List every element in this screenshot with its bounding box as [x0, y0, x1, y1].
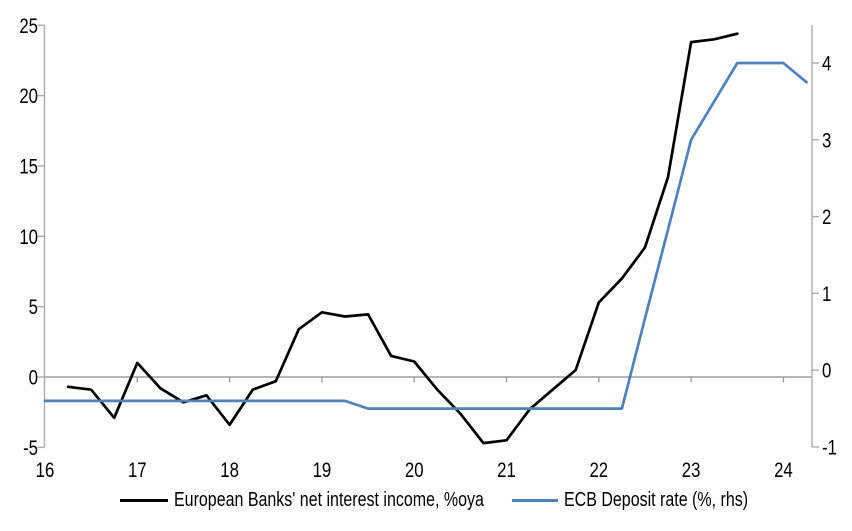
- x-axis-label-text: 24: [774, 459, 793, 482]
- y-axis-left-label: 25: [19, 15, 38, 38]
- x-axis-label-text: 20: [405, 459, 424, 482]
- y-axis-right-label: 4: [822, 53, 832, 76]
- legend-item-ecb-deposit-rate: ECB Deposit rate (%, rhs): [512, 486, 794, 514]
- x-axis-label-text: 19: [313, 459, 332, 482]
- x-axis-label: 24: [774, 459, 793, 482]
- blue-line-swatch-icon: [512, 498, 558, 502]
- y-axis-right-label-text: 2: [822, 206, 831, 229]
- y-axis-left-label: 10: [19, 226, 38, 249]
- x-axis-label-text: 16: [36, 459, 55, 482]
- legend-label-ecb-deposit-rate: ECB Deposit rate (%, rhs): [564, 488, 749, 511]
- y-axis-left-label: -5: [23, 437, 38, 460]
- y-axis-right-label: 3: [822, 130, 831, 153]
- x-axis-label: 23: [682, 459, 701, 482]
- y-axis-right-label: 1: [822, 283, 831, 306]
- chart-legend: European Banks' net interest income, %oy…: [0, 486, 852, 514]
- x-axis-label: 19: [313, 459, 332, 482]
- y-axis-left-label-text: 15: [19, 156, 38, 179]
- y-axis-right-label-text: 0: [822, 360, 831, 383]
- x-axis-label: 21: [497, 459, 516, 482]
- y-axis-right-label: -1: [822, 437, 837, 460]
- y-axis-left-label: 15: [19, 156, 38, 179]
- legend-item-net-interest-income: European Banks' net interest income, %oy…: [120, 486, 561, 514]
- x-axis-label-text: 18: [220, 459, 239, 482]
- series-line-ecb-deposit-rate: [43, 61, 808, 410]
- black-line-swatch-icon: [120, 498, 168, 502]
- y-axis-right-label: 2: [822, 206, 831, 229]
- x-axis-label: 16: [36, 459, 55, 482]
- y-axis-left-label-text: -5: [23, 437, 38, 460]
- x-axis-label: 20: [405, 459, 424, 482]
- x-axis-label-text: 23: [682, 459, 701, 482]
- x-axis-label-text: 17: [128, 459, 147, 482]
- legend-label-net-interest-income: European Banks' net interest income, %oy…: [174, 488, 484, 511]
- y-axis-right-label-text: 3: [822, 130, 831, 153]
- y-axis-right-label-text: 4: [822, 53, 832, 76]
- y-axis-right-label-text: 1: [822, 283, 831, 306]
- y-axis-left-label: 5: [29, 296, 38, 319]
- y-axis-left-label-text: 10: [19, 226, 38, 249]
- y-axis-right-label: 0: [822, 360, 831, 383]
- y-axis-left-label-text: 20: [19, 85, 38, 108]
- x-axis-label-text: 22: [589, 459, 608, 482]
- series-line-net-interest-income: [66, 32, 739, 445]
- y-axis-left-label-text: 0: [29, 367, 38, 390]
- y-axis-left-label: 0: [29, 367, 38, 390]
- y-axis-left-label: 20: [19, 85, 38, 108]
- y-axis-left-label-text: 5: [29, 296, 38, 319]
- x-axis-label: 22: [589, 459, 608, 482]
- y-axis-left-label-text: 25: [19, 15, 38, 38]
- x-axis-label: 18: [220, 459, 239, 482]
- x-axis-label-text: 21: [497, 459, 516, 482]
- x-axis-label: 17: [128, 459, 147, 482]
- y-axis-right-label-text: -1: [822, 437, 837, 460]
